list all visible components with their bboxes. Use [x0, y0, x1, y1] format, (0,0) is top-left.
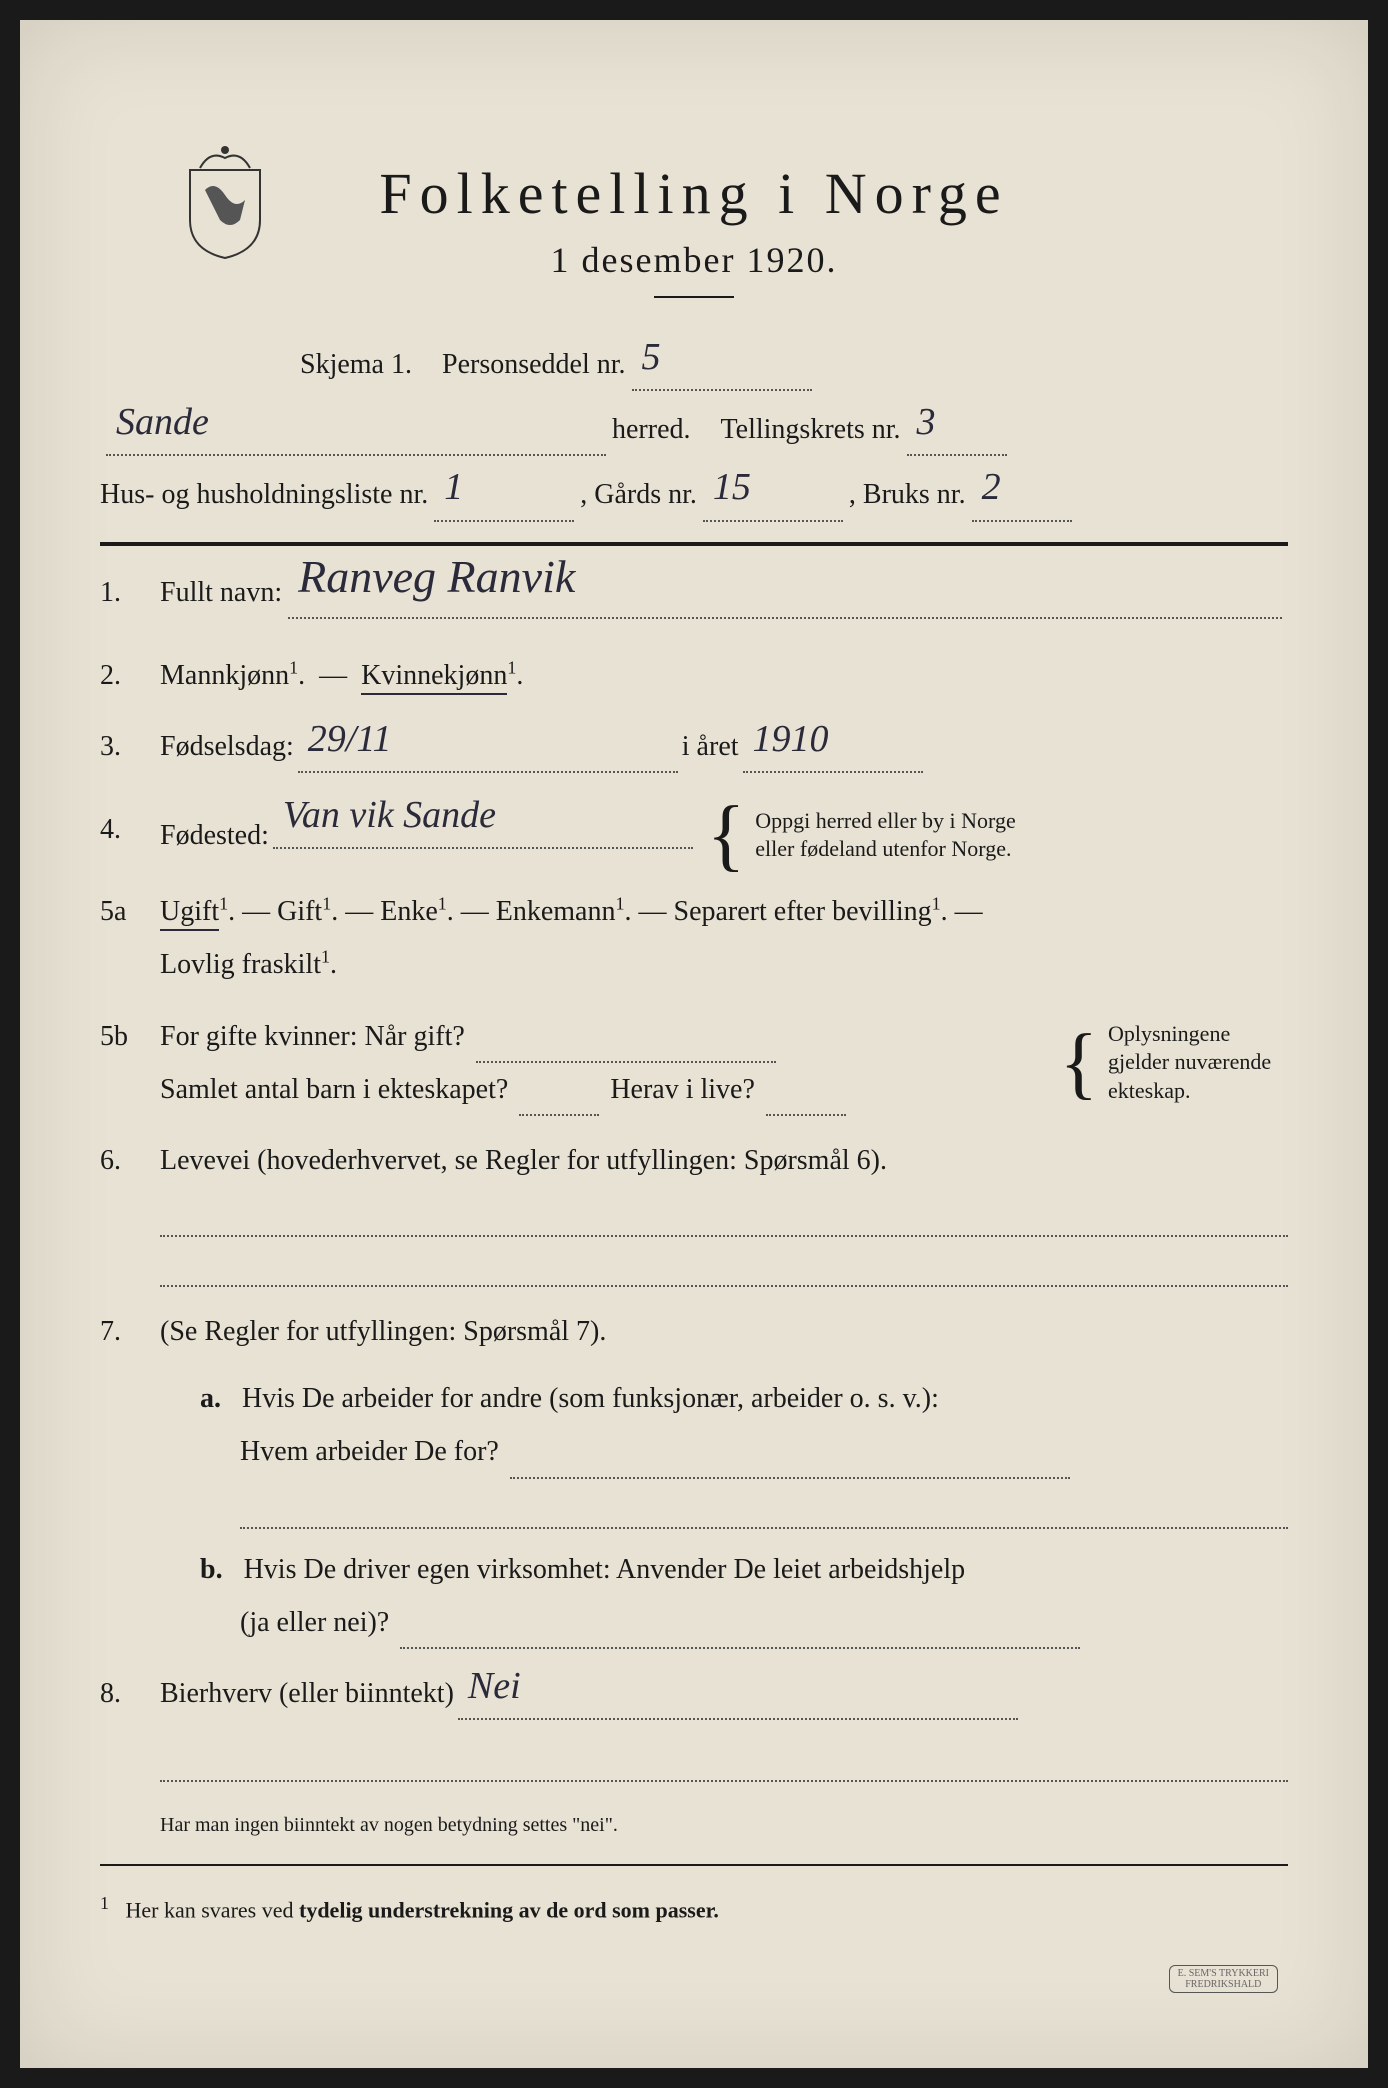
q7b: b. Hvis De driver egen virksomhet: Anven…: [200, 1543, 1288, 1649]
question-1: 1. Fullt navn: Ranveg Ranvik: [100, 566, 1288, 631]
q6-label: Levevei (hovederhvervet, se Regler for u…: [160, 1145, 887, 1176]
form-body: Skjema 1. Personseddel nr. 5 Sande herre…: [100, 338, 1288, 1931]
q1-label: Fullt navn:: [160, 566, 282, 619]
footnote-line: [160, 1752, 1288, 1782]
q3-year: 1910: [743, 745, 923, 773]
question-4: 4. Fødested: Van vik Sande { Oppgi herre…: [100, 803, 1288, 867]
q1-num: 1.: [100, 566, 160, 619]
question-7: 7. (Se Regler for utfyllingen: Spørsmål …: [100, 1305, 1288, 1649]
q7-label: (Se Regler for utfyllingen: Spørsmål 7).: [160, 1316, 606, 1347]
q3-num: 3.: [100, 720, 160, 773]
q7b-value: [400, 1621, 1080, 1649]
printer-stamp: E. SEM'S TRYKKERI FREDRIKSHALD: [1169, 1965, 1278, 1993]
opt-fraskilt: Lovlig fraskilt: [160, 949, 321, 980]
q7a-text1: Hvis De arbeider for andre (som funksjon…: [242, 1383, 939, 1414]
q6-line1: [160, 1207, 1288, 1237]
question-2: 2. Mannkjønn1. — Kvinnekjønn1.: [100, 649, 1288, 702]
row-herred: Sande herred. Tellingskrets nr. 3: [100, 403, 1288, 456]
herred-value: Sande: [106, 424, 606, 456]
q7a: a. Hvis De arbeider for andre (som funks…: [200, 1372, 1288, 1528]
q7b-text2: (ja eller nei)?: [240, 1607, 389, 1638]
q7a-text2: Hvem arbeider De for?: [240, 1436, 499, 1467]
q5b-note: Oplysningene gjelder nuværende ekteskap.: [1108, 1020, 1288, 1106]
opt-separert: Separert efter bevilling: [674, 896, 932, 927]
q5b-num: 5b: [100, 1010, 160, 1063]
brace-icon: {: [707, 803, 745, 867]
brace-icon: {: [1060, 1031, 1098, 1095]
q7b-text1: Hvis De driver egen virksomhet: Anvender…: [244, 1554, 966, 1585]
q3-day: 29/11: [298, 745, 678, 773]
personseddel-value: 5: [632, 359, 812, 391]
q2-kvinne: Kvinnekjønn: [361, 660, 507, 695]
hushold-value: 1: [434, 490, 574, 522]
bruks-label: Bruks nr.: [863, 468, 966, 521]
q7b-label: b.: [200, 1554, 223, 1585]
header: Folketelling i Norge 1 desember 1920.: [100, 160, 1288, 298]
divider: [100, 1864, 1288, 1866]
q5b-barn-label: Samlet antal barn i ekteskapet?: [160, 1074, 508, 1105]
question-5a: 5a Ugift1. — Gift1. — Enke1. — Enkemann1…: [100, 885, 1288, 991]
q6-num: 6.: [100, 1134, 160, 1187]
q4-label: Fødested:: [160, 809, 269, 862]
q4-value: Van vik Sande: [273, 821, 693, 849]
q1-value: Ranveg Ranvik: [288, 587, 1282, 619]
hushold-label: Hus- og husholdningsliste nr.: [100, 468, 428, 521]
opt-enkemann: Enkemann: [496, 896, 616, 927]
footnote1: Har man ingen biinntekt av nogen betydni…: [160, 1806, 1288, 1844]
q7-num: 7.: [100, 1305, 160, 1358]
q7a-label: a.: [200, 1383, 221, 1414]
herred-label: herred.: [612, 403, 691, 456]
gards-value: 15: [703, 490, 843, 522]
q5a-num: 5a: [100, 885, 160, 938]
row-hushold: Hus- og husholdningsliste nr. 1 , Gårds …: [100, 468, 1288, 521]
census-form-page: Folketelling i Norge 1 desember 1920. Sk…: [20, 20, 1368, 2068]
q6-line2: [160, 1257, 1288, 1287]
q5b-herav-label: Herav i live?: [610, 1074, 755, 1105]
gards-label: Gårds nr.: [594, 468, 697, 521]
q8-label: Bierhverv (eller biinntekt): [160, 1667, 454, 1720]
page-title: Folketelling i Norge: [100, 160, 1288, 227]
question-6: 6. Levevei (hovederhvervet, se Regler fo…: [100, 1134, 1288, 1287]
tellingskrets-label: Tellingskrets nr.: [721, 403, 901, 456]
q3-label: Fødselsdag:: [160, 720, 294, 773]
coat-of-arms-icon: [180, 140, 270, 260]
q5b-herav-value: [766, 1088, 846, 1116]
q4-note: Oppgi herred eller by i Norge eller føde…: [755, 807, 1015, 864]
q8-num: 8.: [100, 1667, 160, 1720]
q7a-line2: [240, 1499, 1288, 1529]
q5b-gift-value: [476, 1035, 776, 1063]
question-8: 8. Bierhverv (eller biinntekt) Nei: [100, 1667, 1288, 1732]
q5b-barn-value: [519, 1088, 599, 1116]
personseddel-label: Personseddel nr.: [442, 338, 626, 391]
page-subtitle: 1 desember 1920.: [100, 239, 1288, 281]
q7a-value: [510, 1451, 1070, 1479]
q4-num: 4.: [100, 803, 160, 856]
row-skjema: Skjema 1. Personseddel nr. 5: [100, 338, 1288, 391]
divider: [654, 296, 734, 298]
q8-value: Nei: [458, 1692, 1018, 1720]
divider: [100, 542, 1288, 546]
skjema-label: Skjema 1.: [300, 338, 412, 391]
question-3: 3. Fødselsdag: 29/11 i året 1910: [100, 720, 1288, 785]
q5b-label: For gifte kvinner: Når gift?: [160, 1021, 465, 1052]
opt-ugift: Ugift: [160, 896, 219, 931]
question-5b: 5b For gifte kvinner: Når gift? Samlet a…: [100, 1010, 1288, 1116]
opt-gift: Gift: [277, 896, 322, 927]
opt-enke: Enke: [380, 896, 438, 927]
bruks-value: 2: [972, 490, 1072, 522]
q2-mann: Mannkjønn: [160, 660, 289, 691]
footnote-rule: 1 Her kan svares ved tydelig understrekn…: [100, 1886, 1288, 1931]
q2-num: 2.: [100, 649, 160, 702]
q3-year-label: i året: [682, 720, 739, 773]
